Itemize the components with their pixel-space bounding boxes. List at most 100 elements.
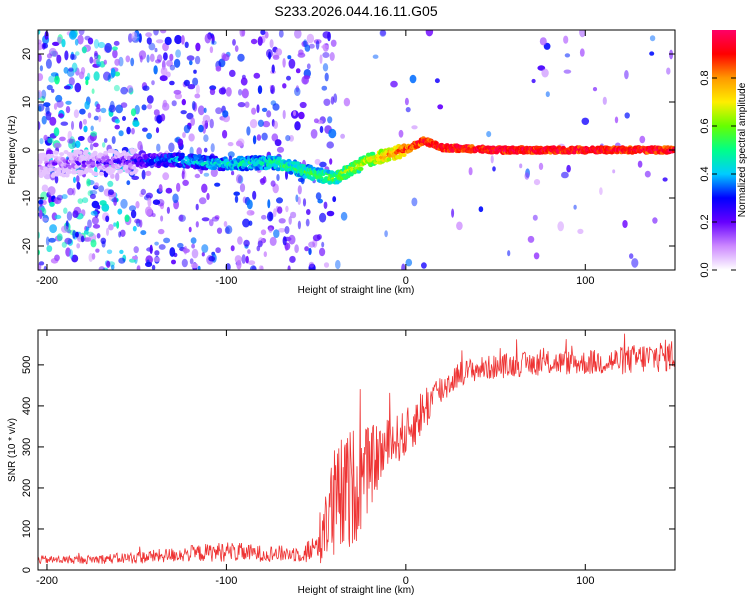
heatmap-cell bbox=[74, 38, 79, 46]
heatmap-cell bbox=[486, 131, 492, 138]
heatmap-cell bbox=[99, 200, 107, 206]
heatmap-cell bbox=[124, 214, 130, 223]
heatmap-cell bbox=[85, 226, 90, 231]
heatmap-cell bbox=[160, 30, 167, 34]
heatmap-cell bbox=[468, 167, 473, 176]
heatmap-cell bbox=[181, 258, 188, 268]
heatmap-cell bbox=[173, 89, 182, 95]
heatmap-cell bbox=[271, 64, 275, 74]
heatmap-cell bbox=[82, 197, 89, 204]
heatmap-cell bbox=[63, 207, 68, 214]
heatmap-cell bbox=[222, 110, 229, 118]
heatmap-cell bbox=[102, 142, 106, 148]
heatmap-cell bbox=[276, 174, 280, 181]
heatmap-cell bbox=[319, 212, 327, 223]
heatmap-cell bbox=[282, 58, 286, 68]
heatmap-cell bbox=[195, 84, 200, 95]
heatmap-cell bbox=[180, 110, 187, 115]
heatmap-cell bbox=[282, 109, 286, 120]
heatmap-cell bbox=[58, 113, 64, 118]
heatmap-cell bbox=[252, 190, 257, 200]
heatmap-cell bbox=[181, 98, 186, 106]
heatmap-cell bbox=[38, 199, 44, 205]
heatmap-cell bbox=[138, 33, 142, 43]
heatmap-cell bbox=[140, 230, 147, 236]
heatmap-cell bbox=[131, 175, 140, 180]
snr-panel: -200 -100 0 100 0 100 200 300 400 500 Height of s… bbox=[7, 329, 676, 596]
heatmap-cell bbox=[48, 167, 54, 172]
heatmap-cell bbox=[293, 110, 296, 117]
heatmap-cell bbox=[145, 32, 153, 38]
heatmap-cell bbox=[178, 214, 186, 222]
heatmap-cell bbox=[247, 249, 251, 255]
heatmap-cell bbox=[103, 59, 108, 65]
colorbar: 0.0 0.2 0.4 0.6 0.8 Normalized spectral ampl… bbox=[699, 30, 748, 278]
heatmap-cell bbox=[145, 170, 152, 177]
heatmap-cell bbox=[63, 67, 69, 74]
heatmap-cell bbox=[319, 247, 326, 257]
heatmap-cell bbox=[285, 135, 291, 142]
heatmap-cell bbox=[41, 115, 47, 125]
heatmap-cell bbox=[153, 257, 161, 262]
heatmap-cell bbox=[270, 84, 276, 95]
heatmap-cell bbox=[54, 254, 60, 262]
chart-title: S233.2026.044.16.11.G05 bbox=[274, 3, 437, 19]
heatmap-cell bbox=[194, 55, 201, 65]
heatmap-cell bbox=[533, 252, 540, 260]
heatmap-cell bbox=[179, 152, 185, 157]
heatmap-cell bbox=[39, 209, 43, 220]
heatmap-cell bbox=[74, 82, 82, 93]
heatmap-cell bbox=[114, 118, 120, 124]
heatmap-cell bbox=[225, 225, 233, 235]
heatmap-cell bbox=[56, 54, 62, 64]
heatmap-cell bbox=[39, 95, 46, 102]
heatmap-cell bbox=[201, 252, 205, 257]
snr-ytick-label: 100 bbox=[21, 520, 33, 538]
heatmap-cell bbox=[309, 43, 315, 49]
heatmap-cell bbox=[166, 71, 171, 78]
heatmap-cell bbox=[106, 249, 113, 255]
heatmap-cell bbox=[262, 120, 271, 128]
heatmap-cell bbox=[92, 224, 101, 229]
heatmap-cell bbox=[83, 229, 89, 235]
heatmap-cell bbox=[71, 62, 78, 73]
heatmap-cell bbox=[38, 42, 43, 51]
heatmap-cell bbox=[269, 39, 274, 49]
heatmap-cell bbox=[90, 239, 97, 248]
heatmap-cell bbox=[319, 54, 323, 64]
heatmap-cell bbox=[103, 150, 109, 155]
heatmap-cell bbox=[162, 172, 170, 181]
heatmap-cell bbox=[38, 261, 45, 266]
heatmap-cell bbox=[209, 219, 214, 227]
heatmap-cell bbox=[573, 204, 577, 210]
heatmap-cell bbox=[386, 157, 392, 162]
heatmap-cell bbox=[110, 167, 116, 172]
heatmap-cell bbox=[197, 265, 201, 270]
heatmap-cell bbox=[115, 104, 123, 114]
heatmap-cell bbox=[132, 148, 138, 153]
heatmap-cell bbox=[313, 118, 319, 124]
heatmap-cell bbox=[41, 217, 49, 222]
heatmap-cell bbox=[155, 39, 164, 44]
heatmap-cell bbox=[244, 101, 250, 108]
heatmap-cell bbox=[100, 107, 107, 114]
heatmap-cell bbox=[507, 250, 511, 257]
heatmap-cell bbox=[197, 105, 205, 116]
heatmap-cell bbox=[195, 203, 199, 211]
heatmap-cell bbox=[75, 51, 80, 56]
heatmap-cell bbox=[599, 187, 603, 196]
heatmap-cell bbox=[145, 192, 153, 199]
heatmap-cell bbox=[256, 104, 260, 113]
heatmap-cell bbox=[49, 201, 55, 207]
heatmap-cell bbox=[93, 39, 100, 49]
heatmap-cell bbox=[310, 129, 318, 139]
heatmap-cell bbox=[631, 258, 639, 268]
heatmap-cell bbox=[272, 54, 280, 60]
snr-axes: -200 -100 0 100 0 100 200 300 400 500 bbox=[21, 330, 675, 587]
heatmap-cell bbox=[154, 241, 159, 246]
heatmap-cell bbox=[61, 194, 68, 200]
heatmap-cell bbox=[155, 59, 161, 64]
heatmap-cell bbox=[308, 261, 315, 268]
heatmap-cell bbox=[157, 228, 165, 235]
